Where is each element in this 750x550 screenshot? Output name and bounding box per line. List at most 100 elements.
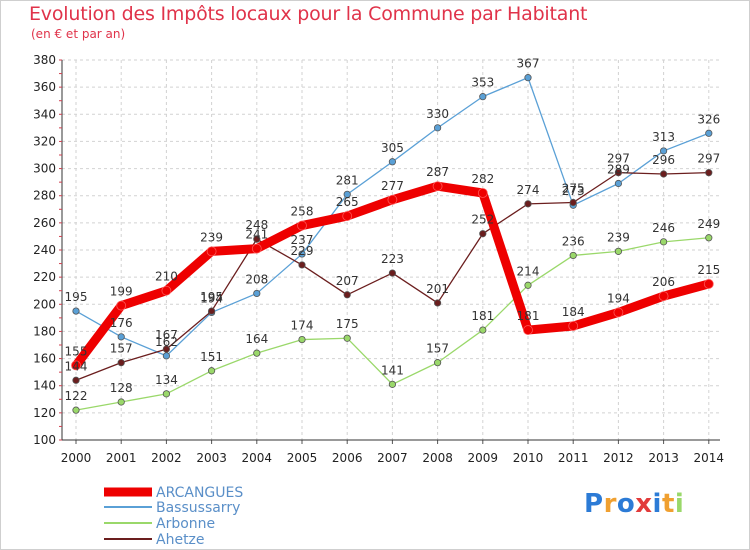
y-tick-label: 200	[33, 297, 56, 311]
data-label: 151	[200, 350, 223, 364]
data-label: 206	[652, 275, 675, 289]
data-label: 246	[652, 221, 675, 235]
data-point	[116, 300, 127, 311]
data-point	[117, 359, 125, 367]
logo-letter: r	[603, 489, 617, 519]
data-point	[343, 334, 351, 342]
data-point	[479, 326, 487, 334]
data-label: 239	[607, 230, 630, 244]
data-labels: 155 199 210 239 241 258 265 277 287 282 181 184 194 2…	[65, 57, 721, 403]
y-tick-label: 240	[33, 243, 56, 257]
data-point	[343, 190, 351, 198]
data-point	[659, 238, 668, 246]
data-point	[161, 285, 172, 296]
data-label: 194	[607, 291, 630, 305]
legend-label: Bassussarry	[156, 500, 240, 516]
data-label: 128	[110, 381, 133, 395]
data-point	[342, 211, 353, 221]
data-label: 289	[607, 163, 630, 177]
data-label: 313	[652, 130, 675, 144]
data-label: 214	[517, 264, 540, 278]
chart-subtitle: (en € et par an)	[31, 27, 126, 41]
y-tick-label: 140	[33, 379, 56, 393]
data-point	[479, 230, 487, 238]
data-label: 353	[471, 76, 494, 90]
data-label: 181	[517, 309, 540, 323]
data-point	[705, 169, 713, 177]
data-label: 176	[110, 316, 133, 330]
x-tick-label: 2005	[287, 451, 318, 465]
data-point	[703, 279, 714, 289]
data-point	[253, 235, 261, 243]
logo-letter: x	[635, 489, 653, 519]
data-label: 174	[291, 319, 314, 333]
data-label: 241	[245, 228, 268, 242]
data-label: 210	[155, 270, 178, 284]
data-label: 184	[562, 305, 585, 319]
x-tick-label: 2004	[242, 451, 273, 465]
data-point	[208, 367, 216, 375]
data-point	[343, 291, 351, 299]
y-tick-label: 380	[33, 53, 56, 67]
data-point	[117, 333, 125, 341]
data-point	[569, 251, 577, 260]
x-tick-label: 2012	[603, 451, 634, 465]
data-point	[432, 181, 443, 192]
data-label: 305	[381, 141, 404, 155]
data-point	[162, 390, 170, 398]
y-tick-label: 280	[33, 189, 56, 203]
data-label: 208	[245, 272, 268, 286]
data-point	[72, 376, 80, 384]
data-label: 274	[517, 183, 540, 197]
data-label: 195	[65, 290, 88, 304]
x-tick-label: 2014	[694, 451, 725, 465]
data-point	[162, 352, 170, 360]
data-label: 296	[652, 153, 675, 167]
logo-letter: t	[661, 489, 675, 519]
y-tick-label: 160	[33, 352, 56, 366]
data-point	[613, 307, 624, 318]
data-label: 277	[381, 179, 404, 193]
logo-letter: o	[616, 489, 636, 519]
y-tick-label: 260	[33, 216, 56, 230]
x-tick-label: 2006	[332, 451, 363, 465]
data-label: 237	[291, 233, 314, 247]
data-label: 287	[426, 165, 449, 179]
data-label: 167	[155, 328, 178, 342]
axes: 100 120 140 160 180 200 220 240 260 280 300 320 340 3…	[33, 53, 724, 465]
data-label: 194	[200, 291, 223, 305]
proxiti-logo: Proxiti	[584, 489, 684, 519]
data-point	[388, 269, 396, 277]
data-point	[659, 147, 668, 155]
data-label: 157	[426, 342, 449, 356]
data-point	[387, 194, 398, 205]
data-point	[659, 170, 668, 178]
y-tick-label: 340	[33, 107, 56, 121]
x-tick-label: 2002	[151, 451, 182, 465]
legend-label: Ahetze	[156, 532, 205, 548]
series-lines	[71, 74, 714, 414]
data-label: 297	[697, 152, 720, 166]
data-label: 275	[562, 182, 585, 196]
data-point	[253, 349, 261, 357]
data-point	[253, 289, 261, 298]
data-point	[433, 359, 442, 367]
data-label: 164	[245, 332, 268, 346]
x-tick-label: 2000	[61, 451, 92, 465]
data-label: 144	[65, 359, 88, 373]
data-label: 252	[471, 213, 494, 227]
data-label: 297	[607, 152, 630, 166]
data-point	[658, 291, 669, 302]
grid-lines	[62, 59, 720, 441]
data-label: 181	[471, 309, 494, 323]
data-point	[523, 325, 533, 335]
logo-letter: i	[652, 489, 662, 519]
data-point	[298, 261, 306, 269]
data-point	[433, 299, 442, 307]
data-label: 236	[562, 234, 585, 248]
legend-label: ARCANGUES	[156, 485, 243, 501]
y-tick-label: 320	[33, 134, 56, 148]
data-point	[614, 247, 623, 255]
data-point	[208, 307, 216, 315]
data-label: 215	[697, 263, 720, 277]
